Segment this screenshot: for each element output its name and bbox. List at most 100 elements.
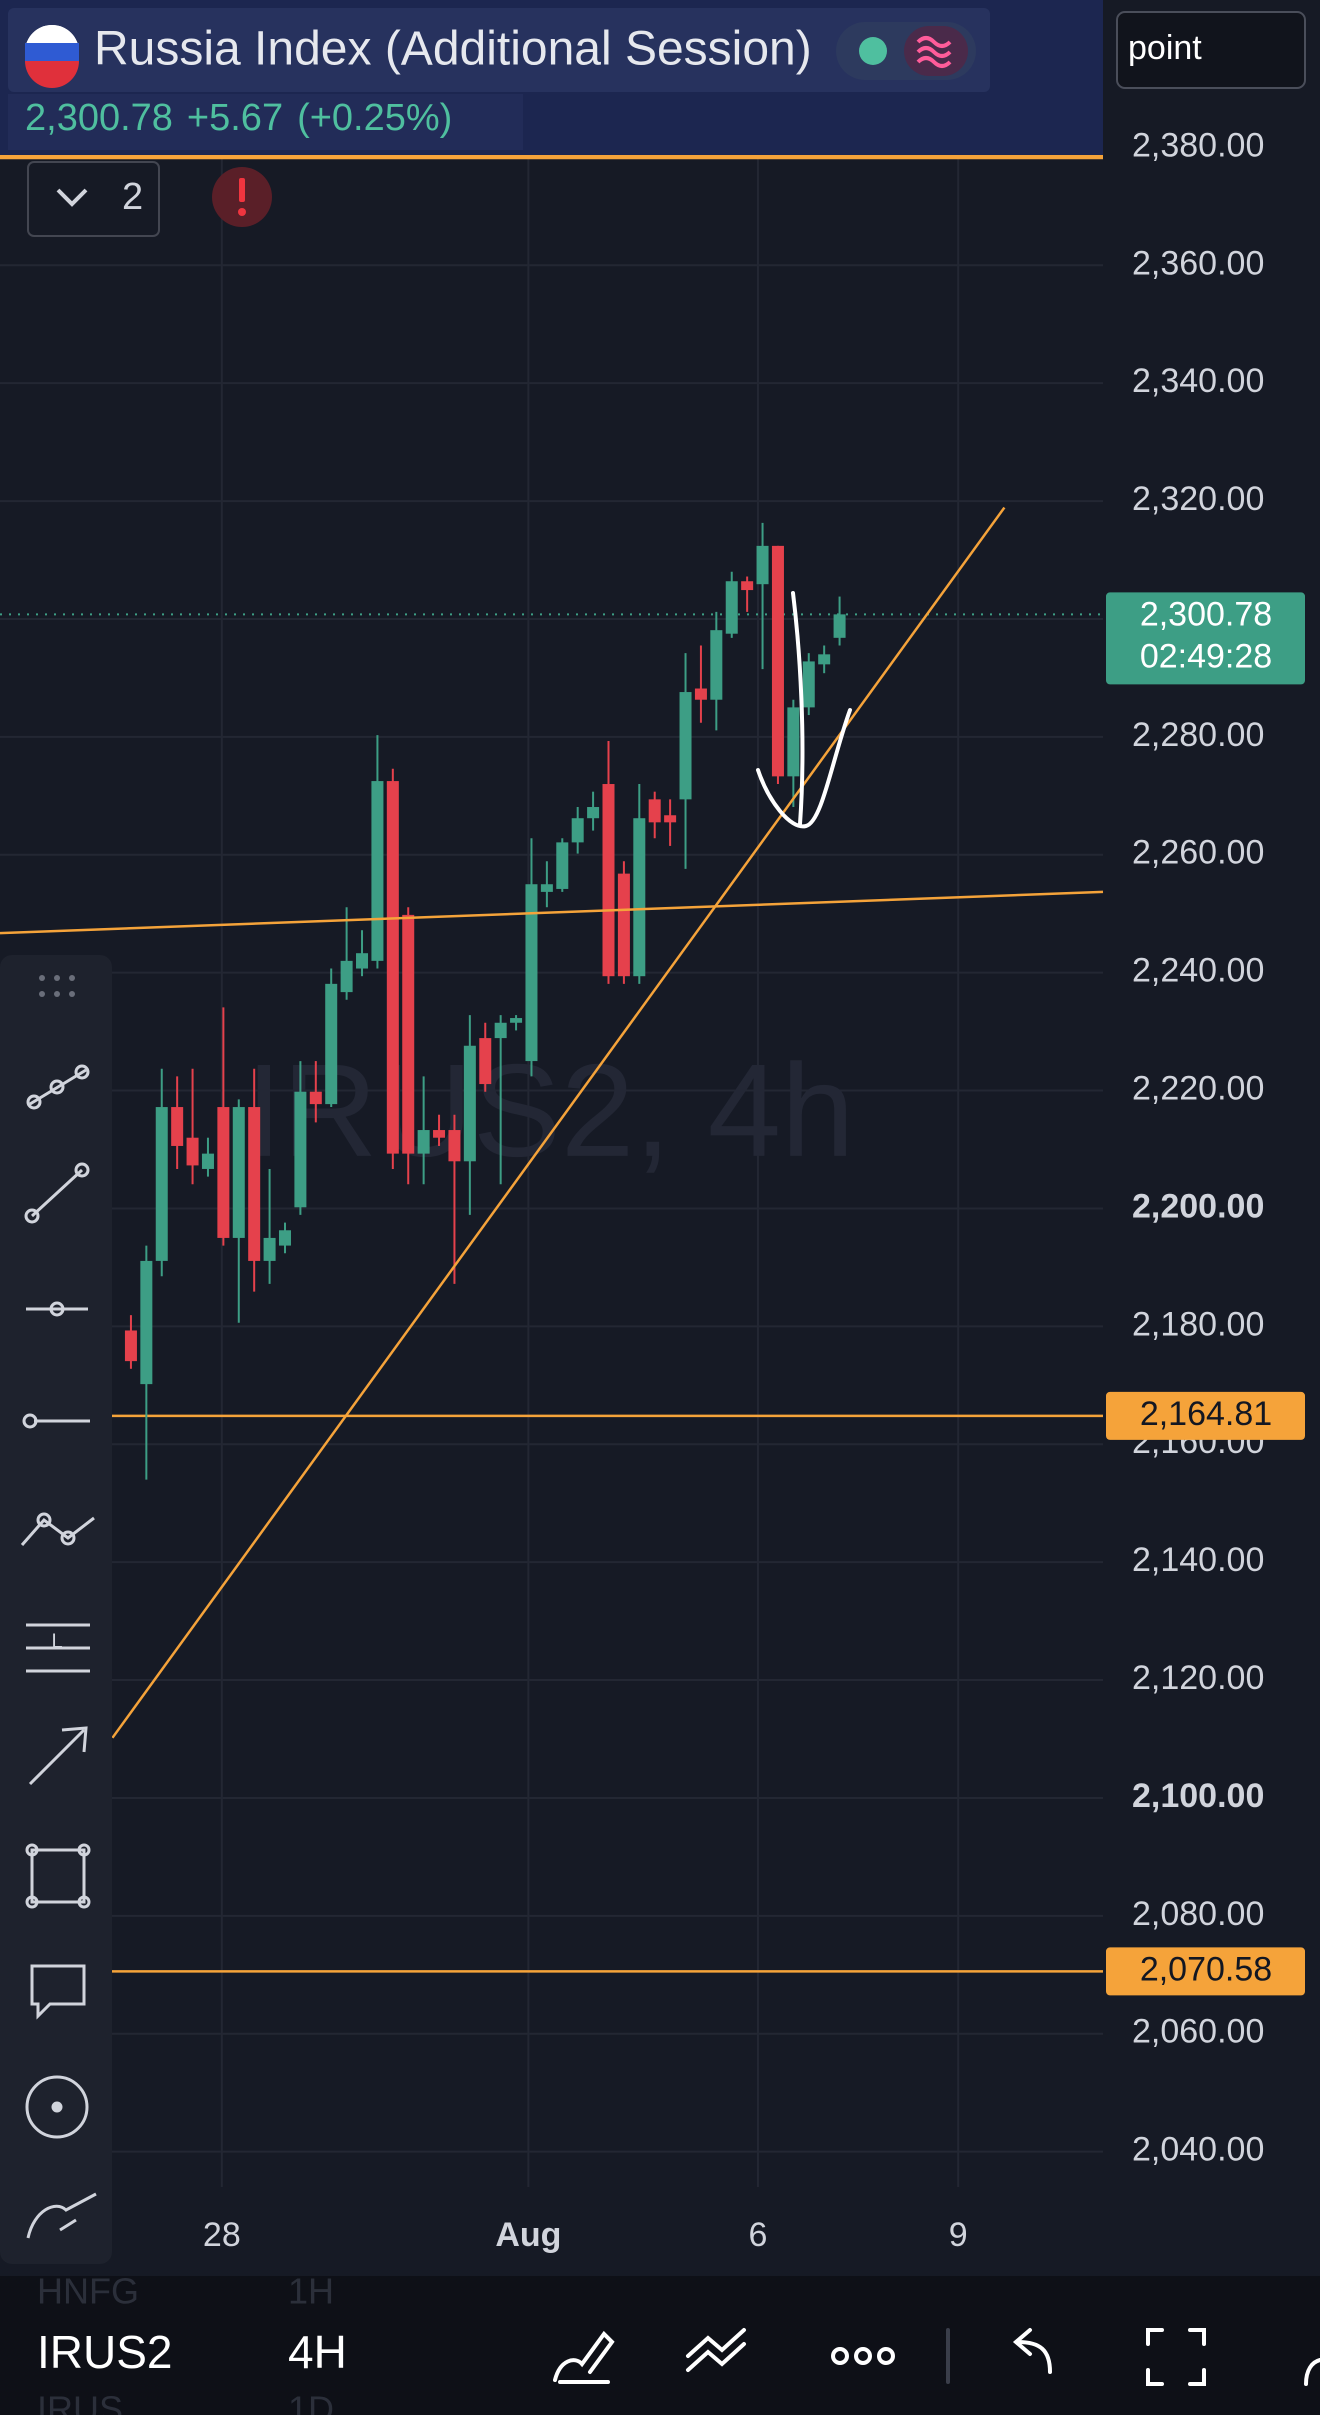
tool-rect[interactable] bbox=[25, 1843, 91, 1909]
tool-hline[interactable] bbox=[22, 1413, 90, 1429]
y-axis: 2,040.00 2,060.00 2,080.00 2,100.00 2,120.00… bbox=[1132, 126, 1264, 2168]
candle-body bbox=[648, 799, 661, 823]
candle-body bbox=[171, 1107, 184, 1146]
symbol-title: Russia Index (Additional Session) bbox=[94, 23, 812, 76]
candle-body bbox=[833, 614, 846, 638]
candle-body bbox=[818, 654, 831, 665]
undo-icon[interactable] bbox=[1012, 2328, 1052, 2374]
level-label-box bbox=[1106, 1947, 1305, 1996]
tool-path[interactable] bbox=[20, 1512, 95, 1546]
candle-body bbox=[140, 1260, 153, 1385]
tool-line[interactable] bbox=[24, 1162, 90, 1224]
tool-hray[interactable] bbox=[26, 1301, 88, 1317]
drawing-toolbar: L bbox=[0, 955, 112, 2264]
symbol-button[interactable]: IRUS2 bbox=[37, 2326, 172, 2378]
levels bbox=[0, 154, 1103, 1973]
ghost-interval: 1H bbox=[288, 2271, 334, 2312]
trendlines bbox=[0, 506, 1104, 1739]
candle-body bbox=[771, 545, 784, 777]
y-tick-label: 2,260.00 bbox=[1132, 834, 1264, 872]
candle-body bbox=[494, 1022, 507, 1039]
candle-body bbox=[787, 707, 800, 777]
alert-bar bbox=[239, 178, 245, 202]
candle-body bbox=[587, 807, 600, 819]
candle-body bbox=[402, 914, 415, 1154]
indicators-icon[interactable] bbox=[686, 2328, 746, 2372]
ghost-interval: 1D bbox=[288, 2389, 334, 2415]
y-tick-label: 2,340.00 bbox=[1132, 362, 1264, 400]
x-tick-label: 9 bbox=[949, 2216, 968, 2254]
candle-body bbox=[232, 1107, 245, 1238]
last-price-label: 2,300.78 bbox=[1140, 595, 1272, 633]
candle-body bbox=[510, 1018, 523, 1023]
wave-icon bbox=[916, 36, 952, 68]
header-price: 2,300.78 bbox=[25, 97, 173, 139]
y-tick-label: 2,100.00 bbox=[1132, 1777, 1264, 1815]
price-panel bbox=[8, 94, 523, 150]
bottom-bar bbox=[0, 2276, 1320, 2415]
tool-text[interactable] bbox=[30, 1964, 86, 2020]
tool-arrow[interactable] bbox=[28, 1726, 88, 1786]
status-dot bbox=[859, 37, 887, 65]
y-tick-label: 2,200.00 bbox=[1132, 1187, 1264, 1225]
level-label: 2,070.58 bbox=[1140, 1950, 1272, 1988]
ghost-symbol: HNFG bbox=[37, 2271, 139, 2312]
ghost-symbol: IRUS bbox=[37, 2389, 123, 2415]
x-tick-label: 6 bbox=[748, 2216, 767, 2254]
candle-body bbox=[340, 960, 353, 993]
candle-body bbox=[479, 1038, 492, 1085]
candle-body bbox=[540, 884, 553, 892]
y-tick-label: 2,380.00 bbox=[1132, 126, 1264, 164]
candle-body bbox=[186, 1137, 199, 1166]
y-tick-label: 2,040.00 bbox=[1132, 2131, 1264, 2169]
y-tick-label: 2,360.00 bbox=[1132, 244, 1264, 282]
tool-brush[interactable] bbox=[26, 2192, 97, 2239]
y-tick-label: 2,180.00 bbox=[1132, 1305, 1264, 1343]
svg-text:L: L bbox=[51, 1630, 62, 1652]
indicator-toggle[interactable] bbox=[27, 161, 160, 237]
candle-body bbox=[309, 1091, 322, 1105]
more-icon[interactable] bbox=[831, 2347, 895, 2365]
tool-cursor[interactable] bbox=[25, 2075, 89, 2139]
tool-trend-channel[interactable] bbox=[26, 1064, 90, 1110]
y-tick-label: 2,320.00 bbox=[1132, 480, 1264, 518]
candle-body bbox=[263, 1237, 276, 1261]
y-tick-label: 2,080.00 bbox=[1132, 1895, 1264, 1933]
flag-blue bbox=[25, 43, 79, 61]
candle-body bbox=[571, 818, 584, 843]
flag-red bbox=[25, 61, 79, 88]
candle-body bbox=[371, 781, 384, 961]
last-price-box bbox=[1106, 592, 1305, 685]
wave-bg bbox=[904, 26, 968, 76]
candle-body bbox=[525, 884, 538, 1062]
candles bbox=[124, 522, 846, 1480]
candle-body bbox=[463, 1045, 476, 1162]
candle-body bbox=[694, 688, 707, 700]
chevron bbox=[56, 188, 88, 207]
candle-body bbox=[602, 784, 615, 977]
candle-body bbox=[294, 1091, 307, 1208]
header-change: +5.67 bbox=[187, 97, 283, 139]
candle-body bbox=[802, 661, 815, 708]
fullscreen-icon[interactable] bbox=[1146, 2328, 1206, 2386]
candle-body bbox=[217, 1107, 230, 1238]
header-change-pct: (+0.25%) bbox=[297, 97, 452, 139]
partial-icon bbox=[1304, 2358, 1320, 2386]
candle-body bbox=[664, 815, 677, 823]
candle-body bbox=[448, 1130, 461, 1162]
search-box[interactable] bbox=[1116, 11, 1306, 89]
interval-button[interactable]: 4H bbox=[288, 2326, 347, 2378]
level-label-box bbox=[1106, 1391, 1305, 1440]
watermark: IRUS2, 4h bbox=[246, 1037, 855, 1184]
candle-body bbox=[617, 873, 630, 977]
price-change: 2,300.78 +5.67 (+0.25%) bbox=[25, 97, 452, 139]
candle-body bbox=[155, 1107, 168, 1261]
y-tick-label: 2,220.00 bbox=[1132, 1070, 1264, 1108]
grip bbox=[39, 975, 75, 997]
candle-body bbox=[679, 692, 692, 800]
candle-body bbox=[433, 1130, 446, 1138]
candle-body bbox=[710, 630, 723, 700]
tool-fib[interactable]: L bbox=[26, 1623, 90, 1673]
draw-icon[interactable] bbox=[553, 2330, 615, 2384]
